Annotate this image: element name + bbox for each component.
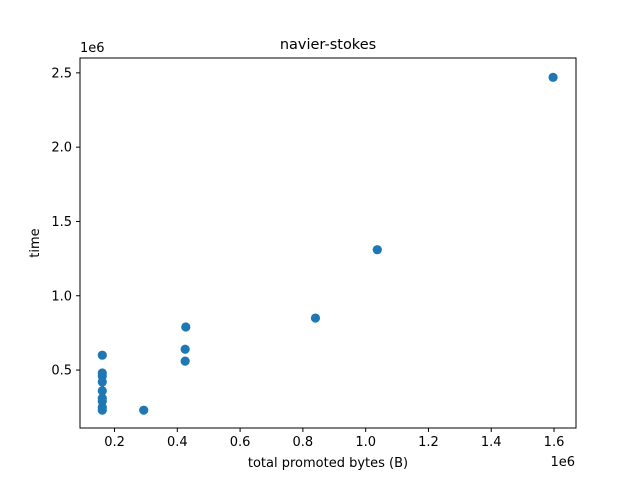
x-axis-label: total promoted bytes (B) [248, 456, 408, 471]
y-axis-label: time [28, 228, 43, 257]
y-tick-label: 2.5 [51, 66, 72, 81]
chart-title: navier-stokes [280, 37, 376, 53]
x-tick-label: 0.4 [167, 435, 188, 450]
data-point [97, 350, 107, 360]
x-tick-label: 1.2 [418, 435, 439, 450]
data-point [310, 313, 321, 323]
data-point [97, 386, 107, 396]
data-points [97, 72, 558, 415]
y-tick-label: 1.0 [51, 289, 72, 304]
x-tick-label: 1.6 [544, 435, 565, 450]
data-point [372, 245, 382, 255]
y-tick-label: 2.0 [51, 141, 72, 156]
data-point [97, 405, 107, 415]
x-tick-label: 1.4 [481, 435, 502, 450]
x-tick-label: 0.2 [104, 435, 125, 450]
y-tick-label: 1.5 [51, 215, 72, 230]
x-offset-label: 1e6 [550, 455, 575, 470]
y-tick-label: 0.5 [51, 364, 72, 379]
plot-frame [79, 57, 577, 429]
x-tick-label: 0.8 [293, 435, 314, 450]
data-point [139, 405, 149, 415]
data-point [181, 322, 191, 332]
y-offset-label: 1e6 [80, 41, 105, 56]
x-tick-label: 1.0 [355, 435, 376, 450]
axis-ticks: 0.2 0.4 0.6 0.8 1.0 1.2 1.4 1.6 0.5 1.0 1.5 2.0 2.5 [51, 66, 564, 450]
data-point [180, 356, 190, 366]
data-point [548, 72, 558, 82]
data-point [97, 377, 107, 387]
data-point [180, 344, 190, 354]
x-tick-label: 0.6 [230, 435, 251, 450]
